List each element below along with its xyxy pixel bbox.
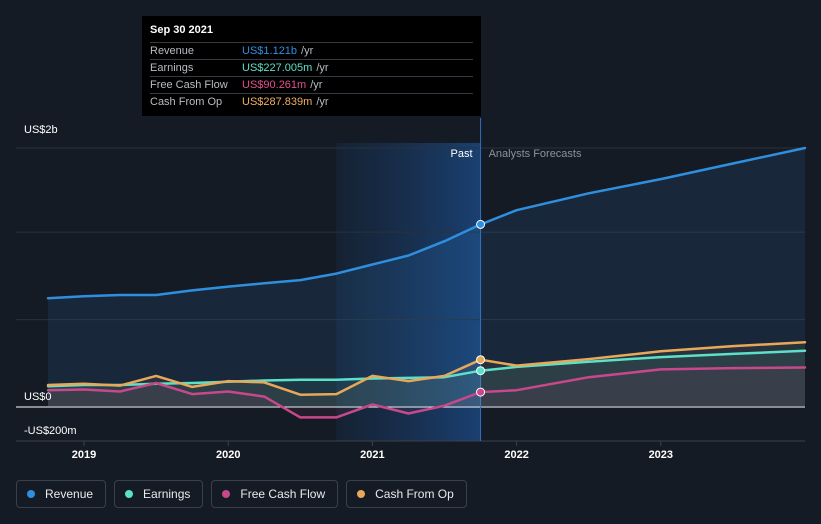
series-marker-earnings (476, 366, 486, 376)
series-area-free-cash-flow (48, 367, 805, 418)
legend-item-free-cash-flow[interactable]: Free Cash Flow (211, 480, 339, 508)
forecast-region-label: Analysts Forecasts (489, 148, 582, 160)
tooltip-unit: /yr (316, 96, 329, 108)
legend-label: Cash From Op (375, 487, 454, 501)
tooltip-unit: /yr (310, 79, 323, 91)
past-region-label: Past (451, 148, 473, 160)
legend-dot-icon (27, 490, 35, 498)
tooltip-row-free-cash-flow: Free Cash Flow US$90.261m /yr (150, 76, 473, 93)
tooltip-row-revenue: Revenue US$1.121b /yr (150, 42, 473, 59)
y-tick-label: US$2b (24, 124, 58, 136)
tooltip-unit: /yr (301, 45, 314, 57)
series-line-free-cash-flow (46, 366, 807, 419)
y-tick-label: -US$200m (24, 425, 77, 437)
tooltip-label: Cash From Op (150, 96, 223, 108)
y-tick-label: US$0 (24, 391, 52, 403)
tooltip-label: Revenue (150, 45, 195, 57)
tooltip-label: Free Cash Flow (150, 79, 228, 91)
series-line-cash-from-op (46, 341, 807, 396)
data-tooltip: Sep 30 2021 Revenue US$1.121b /yr Earnin… (142, 16, 481, 116)
x-tick-label: 2022 (504, 449, 528, 461)
legend-label: Free Cash Flow (240, 487, 326, 501)
x-tick-label: 2021 (360, 449, 384, 461)
tooltip-value: US$287.839m (242, 96, 313, 108)
tooltip-label: Earnings (150, 62, 194, 74)
series-marker-cash-from-op (476, 355, 486, 365)
legend-item-earnings[interactable]: Earnings (114, 480, 204, 508)
tooltip-unit: /yr (316, 62, 329, 74)
legend-item-revenue[interactable]: Revenue (16, 480, 107, 508)
tooltip-value: US$227.005m (242, 62, 313, 74)
series-markers (476, 219, 486, 397)
tooltip-value: US$1.121b (242, 45, 298, 57)
series-marker-revenue (476, 219, 486, 229)
legend-label: Earnings (143, 487, 191, 501)
legend-dot-icon (222, 490, 231, 498)
tooltip-value: US$90.261m (242, 79, 307, 91)
x-tick-label: 2019 (72, 449, 96, 461)
series-area-revenue (48, 148, 805, 407)
x-tick-label: 2023 (649, 449, 673, 461)
series-lines (46, 146, 807, 419)
axis-labels: US$2b US$0 -US$200m 2019 2020 2021 2022 2023 Pas… (24, 124, 673, 461)
series-line-revenue (46, 146, 807, 300)
tooltip-date: Sep 30 2021 (150, 24, 213, 36)
tooltip-row-cash-from-op: Cash From Op US$287.839m /yr (150, 93, 473, 110)
chart-legend: Revenue Earnings Free Cash Flow Cash Fro… (16, 480, 467, 508)
plot-background (336, 143, 481, 441)
legend-dot-icon (125, 490, 134, 498)
legend-dot-icon (357, 490, 366, 498)
gridlines (16, 118, 805, 446)
tooltip-row-earnings: Earnings US$227.005m /yr (150, 59, 473, 76)
legend-label: Revenue (45, 487, 94, 501)
past-highlight-region (336, 143, 481, 441)
legend-item-cash-from-op[interactable]: Cash From Op (346, 480, 467, 508)
x-tick-label: 2020 (216, 449, 240, 461)
series-area-cash-from-op (48, 342, 805, 407)
series-marker-free-cash-flow (476, 387, 486, 397)
